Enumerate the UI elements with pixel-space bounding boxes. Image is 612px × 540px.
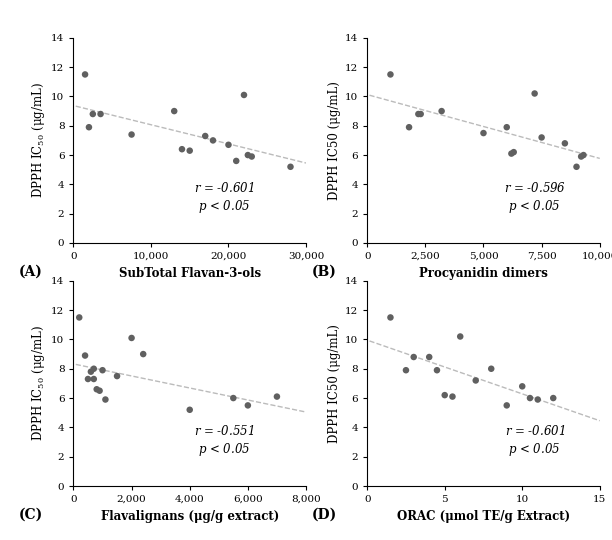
Point	[127, 130, 136, 139]
Point	[432, 366, 442, 375]
Point	[530, 89, 540, 98]
Text: (B): (B)	[312, 265, 337, 279]
Point	[404, 123, 414, 132]
Point	[502, 401, 512, 410]
Text: (D): (D)	[312, 508, 337, 522]
Point	[88, 110, 98, 118]
Point	[517, 382, 527, 390]
Point	[537, 133, 547, 142]
Text: (A): (A)	[18, 265, 42, 279]
Point	[533, 395, 543, 404]
Point	[437, 107, 447, 116]
Point	[84, 123, 94, 132]
Point	[509, 148, 518, 157]
Y-axis label: DPPH IC50 (μg/mL): DPPH IC50 (μg/mL)	[328, 324, 341, 443]
Text: $r$ = -0.596
$p$ < 0.05: $r$ = -0.596 $p$ < 0.05	[504, 181, 565, 214]
Point	[424, 353, 434, 361]
Point	[83, 375, 93, 383]
Point	[487, 364, 496, 373]
Text: $r$ = -0.601
$p$ < 0.05: $r$ = -0.601 $p$ < 0.05	[195, 181, 255, 214]
Point	[401, 366, 411, 375]
Point	[239, 91, 249, 99]
Point	[100, 395, 110, 404]
X-axis label: SubTotal Flavan-3-ols
UPLC (μg/g extract): SubTotal Flavan-3-ols UPLC (μg/g extract…	[119, 267, 261, 295]
Point	[95, 387, 105, 395]
Point	[479, 129, 488, 137]
Point	[231, 157, 241, 165]
Text: (C): (C)	[18, 508, 43, 522]
Point	[185, 406, 195, 414]
Point	[455, 332, 465, 341]
Point	[89, 364, 99, 373]
Point	[272, 392, 282, 401]
Point	[223, 140, 233, 149]
Point	[228, 394, 238, 402]
Point	[112, 372, 122, 380]
Text: $r$ = -0.601
$p$ < 0.05: $r$ = -0.601 $p$ < 0.05	[504, 424, 565, 457]
Point	[127, 334, 136, 342]
X-axis label: Flavalignans (μg/g extract): Flavalignans (μg/g extract)	[100, 510, 279, 523]
Point	[416, 110, 425, 118]
Point	[138, 350, 148, 359]
Point	[409, 353, 419, 361]
Point	[80, 351, 90, 360]
X-axis label: Procyanidin dimers
(μg/g extract): Procyanidin dimers (μg/g extract)	[419, 267, 548, 295]
Point	[80, 70, 90, 79]
Point	[86, 367, 96, 376]
Point	[243, 401, 253, 410]
Point	[578, 151, 588, 159]
Point	[208, 136, 218, 145]
Y-axis label: DPPH IC50 (μg/mL): DPPH IC50 (μg/mL)	[328, 81, 341, 200]
Point	[572, 163, 581, 171]
Point	[286, 163, 296, 171]
X-axis label: ORAC (μmol TE/g Extract): ORAC (μmol TE/g Extract)	[397, 510, 570, 523]
Point	[92, 385, 102, 394]
Point	[89, 375, 99, 383]
Y-axis label: DPPH IC$_{50}$ (μg/mL): DPPH IC$_{50}$ (μg/mL)	[30, 326, 47, 441]
Point	[177, 145, 187, 153]
Point	[243, 151, 253, 159]
Point	[414, 110, 424, 118]
Point	[471, 376, 480, 385]
Point	[577, 152, 586, 161]
Point	[502, 123, 512, 132]
Point	[95, 110, 105, 118]
Point	[440, 391, 450, 400]
Point	[74, 313, 84, 322]
Point	[98, 366, 108, 375]
Point	[247, 152, 256, 161]
Point	[548, 394, 558, 402]
Point	[525, 394, 535, 402]
Point	[560, 139, 570, 147]
Point	[386, 70, 395, 79]
Y-axis label: DPPH IC$_{50}$ (μg/mL): DPPH IC$_{50}$ (μg/mL)	[30, 83, 47, 198]
Point	[447, 392, 457, 401]
Point	[507, 149, 517, 158]
Point	[170, 107, 179, 116]
Point	[185, 146, 195, 155]
Text: $r$ = -0.551
$p$ < 0.05: $r$ = -0.551 $p$ < 0.05	[195, 424, 255, 457]
Point	[386, 313, 395, 322]
Point	[200, 132, 210, 140]
